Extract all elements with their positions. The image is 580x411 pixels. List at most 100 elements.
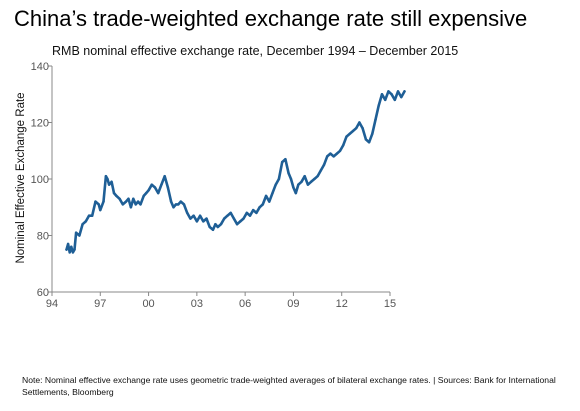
data-point <box>358 121 361 124</box>
data-point <box>112 191 116 195</box>
data-point <box>297 183 300 186</box>
data-point <box>65 248 68 251</box>
data-point <box>166 186 170 189</box>
source-note: Note: Nominal effective exchange rate us… <box>22 375 556 397</box>
y-axis-label-group: Nominal Effective Exchange Rate <box>15 92 27 263</box>
data-point <box>70 245 73 248</box>
data-point <box>371 132 374 135</box>
data-point <box>268 200 271 203</box>
data-point <box>309 180 313 184</box>
data-point <box>400 95 403 99</box>
data-point <box>153 186 157 189</box>
data-point <box>355 126 358 130</box>
data-point <box>81 223 84 226</box>
data-point <box>74 231 78 234</box>
data-point <box>134 203 137 206</box>
data-point <box>364 138 368 141</box>
data-point <box>403 90 406 93</box>
data-point <box>211 228 215 232</box>
data-point <box>335 152 339 155</box>
data-point <box>274 183 277 186</box>
data-point <box>393 98 397 102</box>
y-tick-label: 60 <box>37 287 49 299</box>
data-point <box>84 220 88 223</box>
data-point <box>251 208 255 212</box>
x-axis-ticks: 94 97 00 03 06 09 12 15 <box>46 292 396 310</box>
data-point <box>229 211 232 215</box>
data-point <box>287 172 290 175</box>
data-point <box>202 220 205 223</box>
data-point <box>261 203 265 206</box>
data-point <box>348 132 351 135</box>
data-point <box>182 203 186 206</box>
data-point <box>319 169 322 172</box>
series-points <box>65 90 406 254</box>
x-tick-label: 15 <box>384 298 396 310</box>
data-point <box>383 98 387 102</box>
data-point <box>87 214 91 217</box>
data-point <box>226 214 229 217</box>
data-point <box>264 194 268 198</box>
data-point <box>303 174 306 178</box>
data-point <box>163 174 166 178</box>
data-point <box>186 211 189 215</box>
series-group <box>65 90 406 254</box>
data-point <box>284 158 287 161</box>
data-point <box>232 217 236 220</box>
data-point <box>142 194 145 198</box>
y-tick-label: 80 <box>37 231 49 243</box>
data-point <box>147 189 150 192</box>
data-point <box>150 183 153 186</box>
y-axis-ticks: 60 80 100 120 140 <box>31 61 52 299</box>
data-point <box>258 206 261 209</box>
data-point <box>396 90 400 93</box>
data-point <box>235 223 239 226</box>
data-point <box>172 206 175 209</box>
data-point <box>127 197 130 200</box>
data-point <box>129 206 133 209</box>
x-tick-label: 94 <box>46 298 58 310</box>
data-point <box>198 214 202 217</box>
data-point <box>157 191 160 195</box>
data-point <box>316 174 319 178</box>
data-point <box>179 200 182 203</box>
data-point <box>380 93 384 96</box>
data-point <box>104 174 108 178</box>
x-tick-label: 03 <box>191 298 203 310</box>
data-point <box>91 214 94 217</box>
data-point <box>219 223 223 226</box>
data-point <box>289 177 293 181</box>
data-point <box>121 203 125 206</box>
data-point <box>294 191 298 195</box>
data-point <box>239 220 242 223</box>
data-point <box>124 200 128 203</box>
data-point <box>139 203 142 206</box>
data-point <box>245 211 248 215</box>
line-chart: Nominal Effective Exchange Rate 60 80 100 1… <box>15 61 406 310</box>
data-point <box>277 177 281 181</box>
data-point <box>189 217 192 220</box>
data-point <box>322 163 326 167</box>
chart-title: China’s trade-weighted exchange rate sti… <box>14 6 528 31</box>
data-point <box>73 248 76 251</box>
data-point <box>169 200 173 203</box>
data-point <box>97 203 100 206</box>
x-tick-label: 09 <box>287 298 299 310</box>
data-point <box>313 177 316 181</box>
data-point <box>118 197 121 200</box>
data-point <box>223 217 226 220</box>
x-tick-label: 00 <box>142 298 154 310</box>
data-point <box>367 141 371 144</box>
data-point <box>342 143 345 147</box>
data-point <box>177 203 180 206</box>
data-point <box>174 203 178 206</box>
data-point <box>326 155 329 158</box>
data-point <box>374 118 377 121</box>
data-point <box>306 183 310 186</box>
data-point <box>214 223 217 226</box>
series-line <box>65 90 406 254</box>
data-point <box>387 90 390 93</box>
data-point <box>132 197 135 200</box>
data-point <box>66 242 70 246</box>
data-point <box>338 149 342 152</box>
